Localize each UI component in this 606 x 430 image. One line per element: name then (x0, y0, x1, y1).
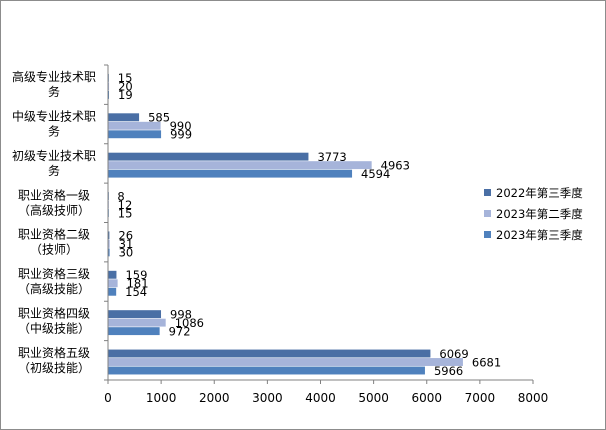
category-label-0: 高级专业技术职务 (12, 69, 96, 99)
x-tick-label-8: 8000 (518, 391, 549, 405)
bar-6-0 (108, 310, 162, 319)
bar-2-1 (108, 161, 372, 170)
bar-6-2 (108, 327, 160, 336)
data-label-4-1: 31 (119, 237, 134, 251)
category-label-1: 中级专业技术职务 (12, 109, 96, 139)
bar-0-1 (108, 82, 110, 91)
labels-layer: 152019高级专业技术职务585990999中级专业技术职务377349634… (12, 69, 548, 405)
data-label-7-1: 6681 (472, 355, 501, 369)
data-label-6-1: 1086 (175, 316, 204, 330)
bar-2-0 (108, 152, 309, 161)
data-label-5-2: 154 (125, 285, 147, 299)
bar-4-0 (108, 231, 110, 240)
category-label-7: 职业资格五级（初级技能） (18, 345, 90, 375)
data-label-4-2: 30 (119, 246, 134, 260)
data-label-2-0: 3773 (317, 150, 346, 164)
bar-4-2 (108, 248, 110, 257)
legend: 2022年第三季度 2023年第二季度 2023年第三季度 (484, 186, 583, 242)
data-label-0-1: 20 (118, 80, 133, 94)
category-label-6: 职业资格四级（中级技能） (18, 305, 90, 335)
bar-5-1 (108, 279, 118, 288)
data-label-3-2: 15 (118, 206, 133, 220)
bar-7-0 (108, 349, 431, 358)
bar-2-2 (108, 169, 353, 178)
bar-5-0 (108, 270, 117, 279)
category-label-3: 职业资格一级（高级技师） (18, 187, 90, 217)
category-label-2: 初级专业技术职务 (12, 148, 96, 178)
legend-label-0: 2022年第三季度 (496, 186, 583, 200)
bar-6-1 (108, 318, 166, 327)
bar-1-1 (108, 121, 161, 130)
legend-label-2: 2023年第三季度 (496, 228, 583, 242)
data-label-5-1: 181 (127, 277, 149, 291)
data-label-3-0: 8 (117, 189, 124, 203)
data-label-2-1: 4963 (381, 158, 410, 172)
category-label-4: 职业资格二级（技师） (18, 227, 90, 257)
x-tick-label-3: 3000 (252, 391, 283, 405)
x-tick-label-5: 5000 (358, 391, 389, 405)
data-label-6-2: 972 (169, 324, 191, 338)
category-label-5: 职业资格三级（高级技能） (18, 266, 90, 296)
x-tick-label-6: 6000 (411, 391, 442, 405)
bar-7-1 (108, 358, 463, 366)
bar-1-2 (108, 130, 162, 139)
data-label-7-2: 5966 (434, 364, 463, 378)
data-label-1-2: 999 (170, 128, 192, 142)
bar-5-2 (108, 287, 117, 296)
data-label-1-1: 990 (170, 119, 192, 133)
data-label-4-0: 26 (118, 229, 133, 243)
x-tick-label-2: 2000 (199, 391, 230, 405)
bars-layer (108, 73, 463, 375)
data-label-5-0: 159 (125, 268, 147, 282)
x-tick-label-4: 4000 (305, 391, 336, 405)
data-label-6-0: 998 (170, 307, 192, 321)
axes-layer (104, 64, 534, 384)
legend-swatch-1 (484, 210, 491, 217)
legend-label-1: 2023年第二季度 (496, 207, 583, 221)
data-label-1-0: 585 (148, 111, 170, 125)
data-label-0-0: 15 (118, 71, 133, 85)
legend-swatch-2 (484, 231, 491, 238)
x-tick-label-7: 7000 (465, 391, 496, 405)
bar-7-2 (108, 366, 425, 375)
bar-1-0 (108, 113, 140, 122)
x-tick-label-1: 1000 (146, 391, 177, 405)
data-label-2-2: 4594 (361, 167, 390, 181)
data-label-3-1: 12 (118, 198, 133, 212)
data-label-0-2: 19 (118, 88, 133, 102)
bar-4-1 (108, 239, 110, 248)
bar-0-2 (108, 90, 110, 99)
data-label-7-0: 6069 (439, 347, 468, 361)
x-tick-label-0: 0 (104, 391, 112, 405)
legend-swatch-0 (484, 189, 491, 196)
